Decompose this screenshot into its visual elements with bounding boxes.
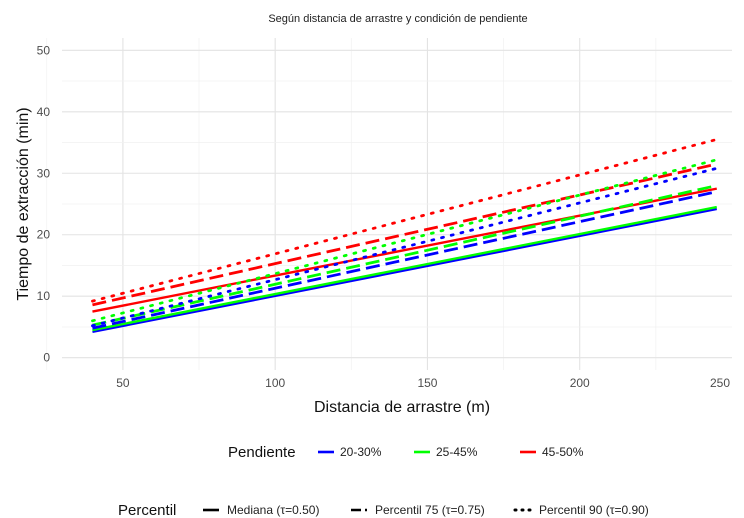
x-axis-ticks: 50 100 150 200 250 <box>116 376 730 390</box>
y-tick-label: 50 <box>37 43 51 57</box>
series-line <box>92 184 718 327</box>
legend-label: 45-50% <box>542 445 584 459</box>
legend-label: 25-45% <box>436 445 478 459</box>
x-tick-label: 150 <box>417 376 437 390</box>
y-axis-ticks: 0 10 20 30 40 50 <box>37 43 51 364</box>
y-tick-label: 30 <box>37 166 51 180</box>
x-tick-label: 200 <box>570 376 590 390</box>
series-line <box>91 138 719 303</box>
series-line <box>92 207 718 334</box>
legend-label: 20-30% <box>340 445 382 459</box>
plot-lines <box>91 138 719 334</box>
legend-title: Percentil <box>118 502 176 518</box>
y-tick-label: 0 <box>43 351 50 365</box>
y-axis-title: Tiempo de extracción (min) <box>15 107 32 300</box>
y-tick-label: 40 <box>37 105 51 119</box>
legend-label: Percentil 90 (τ=0.90) <box>539 503 649 517</box>
series-line <box>92 205 718 332</box>
legend-pendiente: Pendiente 20-30% 25-45% 45-50% <box>228 444 584 461</box>
legend-label: Percentil 75 (τ=0.75) <box>375 503 485 517</box>
legend-title: Pendiente <box>228 444 296 461</box>
x-axis-title: Distancia de arrastre (m) <box>314 399 490 416</box>
x-tick-label: 100 <box>265 376 285 390</box>
series-line <box>91 158 719 323</box>
x-tick-label: 250 <box>710 376 730 390</box>
series-line <box>92 190 718 330</box>
y-tick-label: 10 <box>37 289 51 303</box>
chart-title: Según distancia de arrastre y condición … <box>268 13 527 25</box>
legend-label: Mediana (τ=0.50) <box>227 503 319 517</box>
series-line <box>91 166 719 328</box>
legend-percentil: Percentil Mediana (τ=0.50) Percentil 75 (τ… <box>118 502 649 518</box>
series-line <box>92 162 718 307</box>
x-tick-label: 50 <box>116 376 130 390</box>
y-tick-label: 20 <box>37 228 51 242</box>
